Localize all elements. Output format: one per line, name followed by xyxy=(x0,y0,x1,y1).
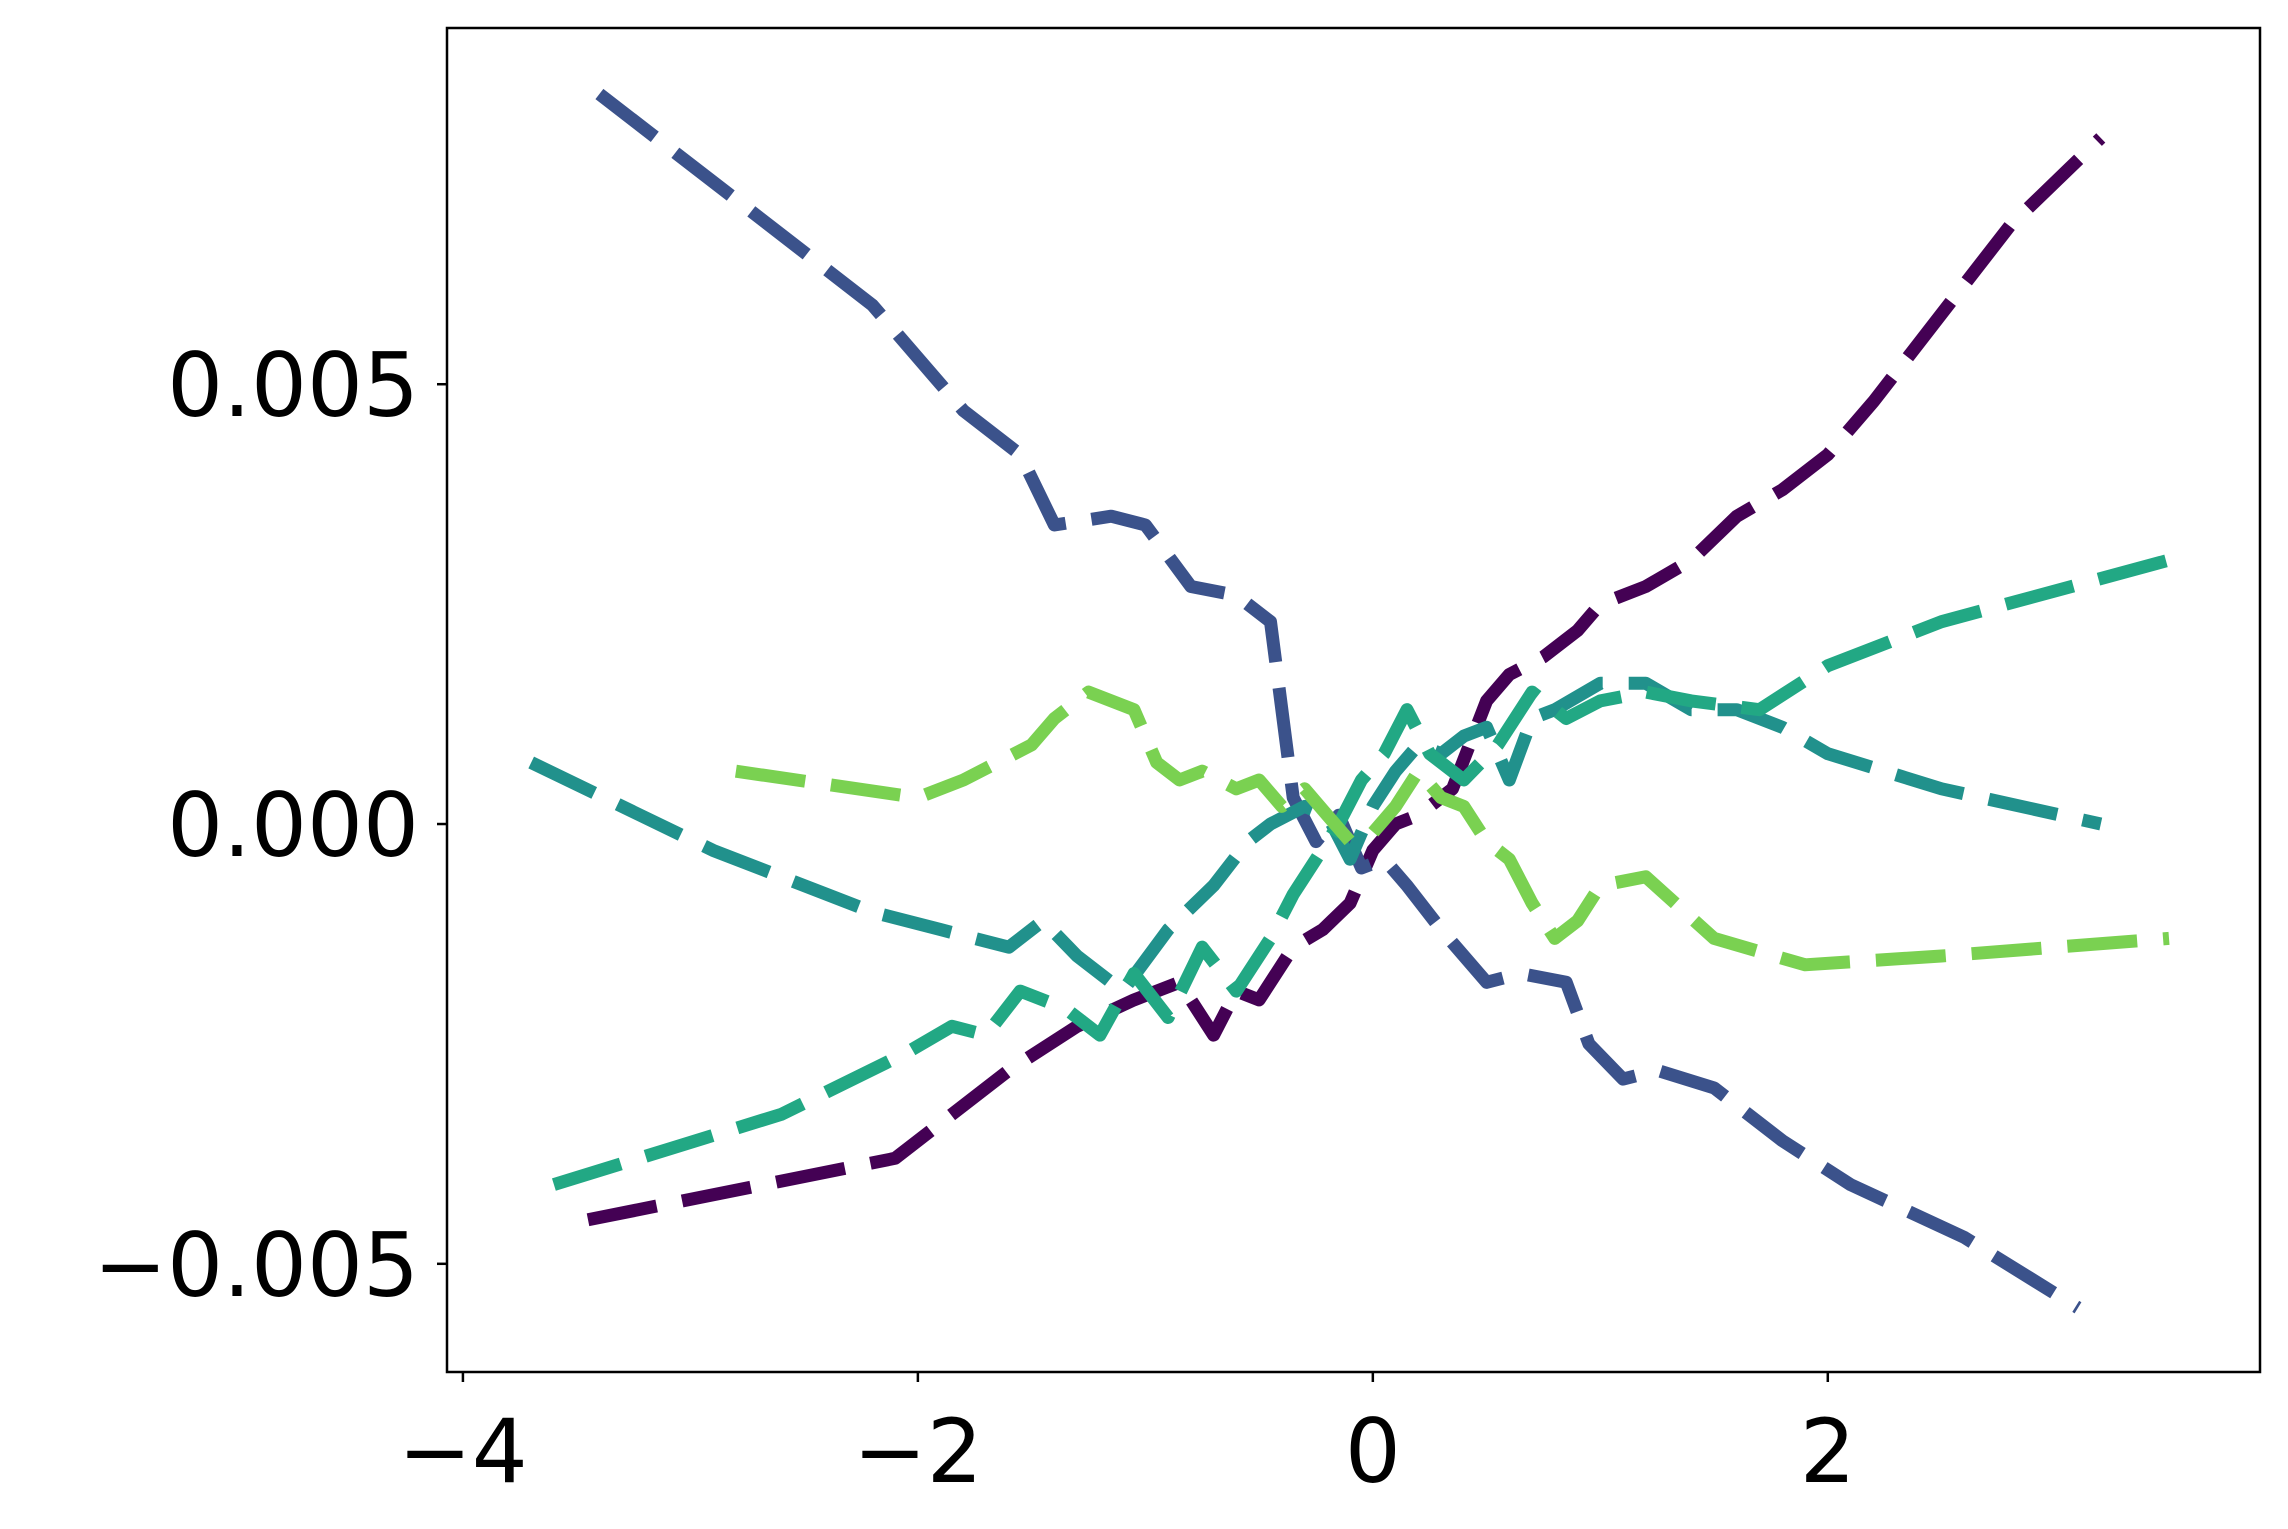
y-tick-label: 0.000 xyxy=(167,774,419,877)
x-tick-label: −4 xyxy=(398,1400,528,1503)
series-layer xyxy=(528,88,2171,1314)
x-axis: −4 −2 0 2 xyxy=(398,1372,1856,1503)
series-line-5 xyxy=(734,685,2170,972)
series-line-2 xyxy=(595,88,2082,1314)
y-tick-label: −0.005 xyxy=(93,1214,419,1317)
series-line-1 xyxy=(586,133,2106,1227)
x-tick-label: 0 xyxy=(1345,1400,1401,1503)
y-axis: −0.005 0.000 0.005 xyxy=(93,334,447,1317)
x-tick-label: −2 xyxy=(853,1400,983,1503)
plot-area-frame xyxy=(445,26,2262,1374)
y-tick-label: 0.005 xyxy=(167,334,419,437)
x-tick-label: 2 xyxy=(1800,1400,1856,1503)
